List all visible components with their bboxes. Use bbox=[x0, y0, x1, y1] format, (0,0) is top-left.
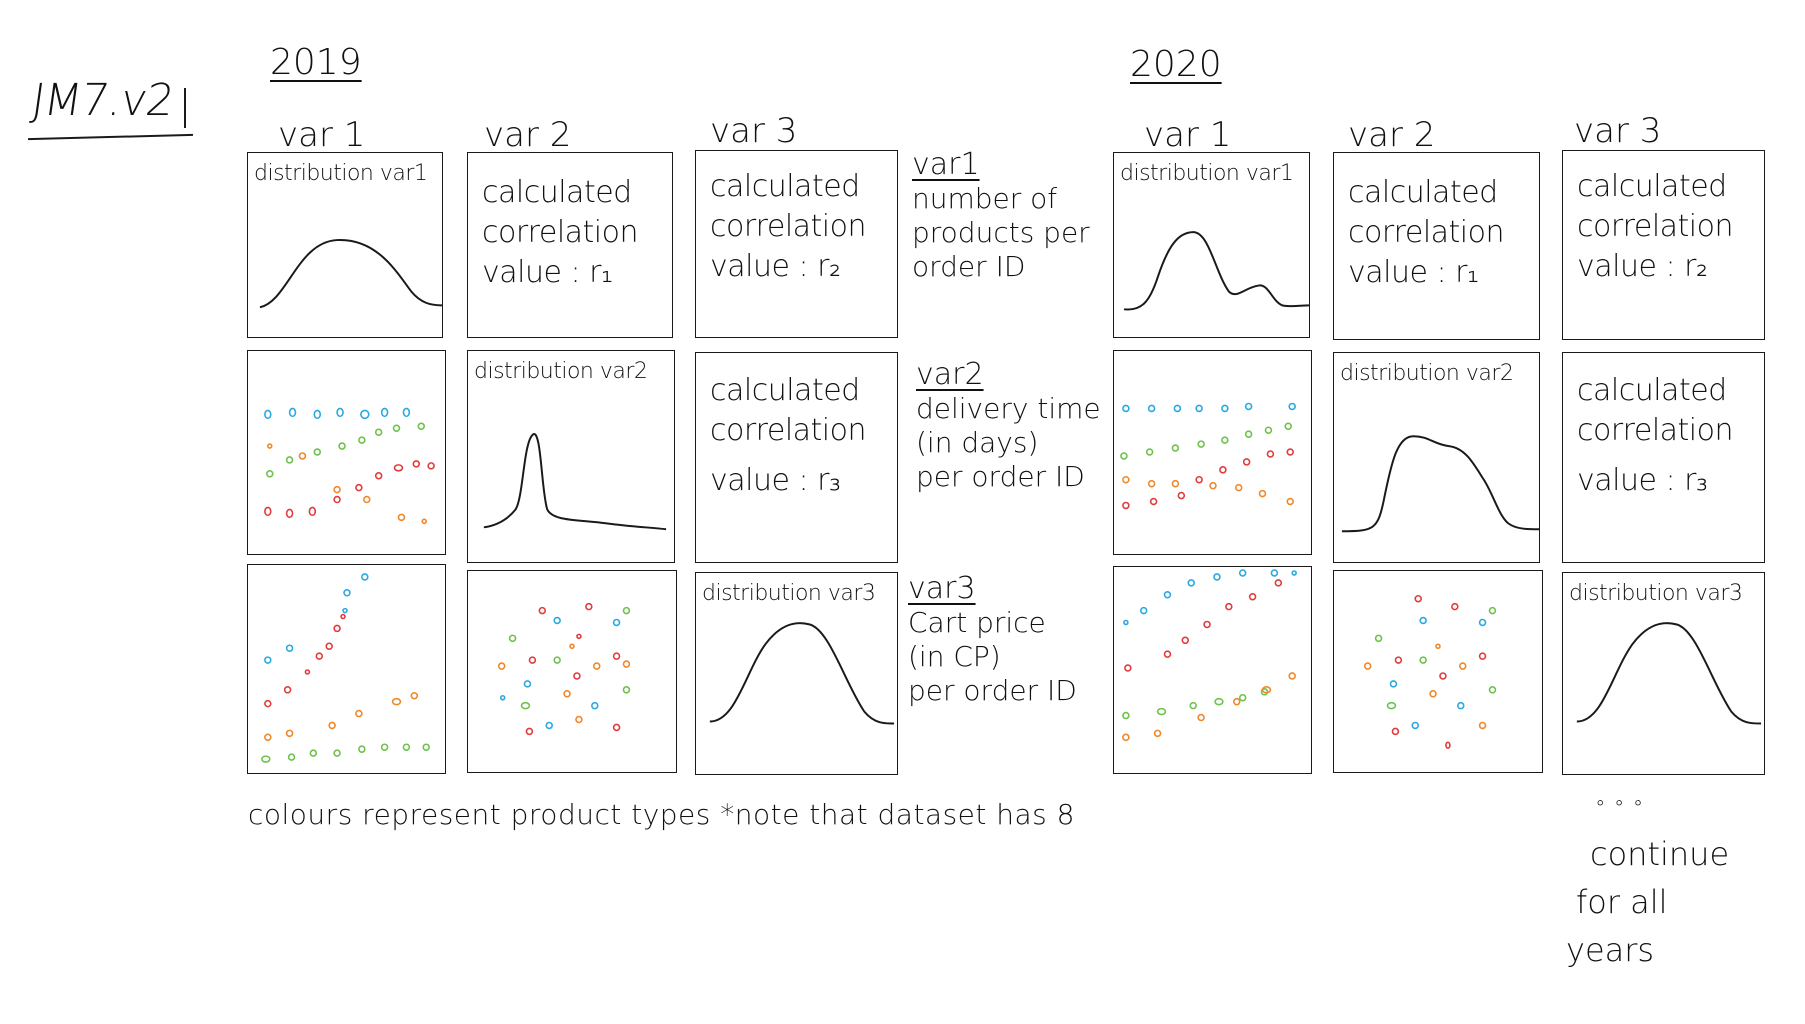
title-bar bbox=[184, 88, 186, 128]
page-title: JM7.v2 bbox=[28, 75, 177, 126]
distribution-cell-2019-var2: distribution var2 bbox=[467, 350, 675, 563]
correlation-text: calculated correlation value : r₂ bbox=[1577, 169, 1734, 284]
correlation-cell-2020-r2: calculated correlation value : r₂ bbox=[1562, 150, 1765, 340]
col-header-2020-var2: var 2 bbox=[1348, 115, 1436, 155]
scatter-plot bbox=[1363, 594, 1497, 750]
density-curve-2020-var2 bbox=[1341, 435, 1539, 533]
distribution-cell-2020-var2: distribution var2 bbox=[1333, 352, 1540, 563]
col-header-2019-var2: var 2 bbox=[484, 115, 572, 155]
correlation-text: calculated correlation value : r₂ bbox=[710, 169, 867, 284]
legend-title: var3 bbox=[908, 571, 976, 606]
year-label-2019: 2019 bbox=[270, 42, 362, 83]
density-curve-2019-var3 bbox=[709, 622, 895, 725]
correlation-cell-2019-r1: calculated correlation value : r₁ bbox=[467, 152, 673, 338]
scatter-plot bbox=[1122, 569, 1297, 742]
scatter-cell-2020-var2-var3 bbox=[1333, 570, 1543, 773]
scatter-cell-2020-var1-var3 bbox=[1113, 566, 1312, 774]
correlation-cell-2020-r3: calculated correlation value : r₃ bbox=[1562, 352, 1765, 563]
legend-title: var1 bbox=[912, 147, 980, 182]
distribution-cell-2019-var1: distribution var1 bbox=[247, 152, 443, 338]
correlation-text: calculated correlation value : r₃ bbox=[1577, 373, 1734, 498]
density-curve-2019-var1 bbox=[259, 239, 442, 309]
distribution-title: distribution var3 bbox=[702, 581, 876, 606]
scatter-plot bbox=[264, 407, 435, 525]
scatter-cell-2019-var1-var3 bbox=[247, 564, 446, 774]
scatter-cell-2019-var2-var3 bbox=[467, 570, 677, 773]
distribution-title: distribution var2 bbox=[474, 359, 648, 384]
correlation-text: calculated correlation value : r₃ bbox=[710, 373, 867, 498]
correlation-text: calculated correlation value : r₁ bbox=[482, 175, 639, 290]
density-curve-2020-var3 bbox=[1576, 622, 1762, 725]
distribution-cell-2020-var1: distribution var1 bbox=[1113, 152, 1310, 338]
legend-var3: var3 Cart price (in CP) per order ID bbox=[908, 571, 1077, 708]
col-header-2019-var1: var 1 bbox=[278, 115, 366, 155]
scatter-plot bbox=[261, 573, 430, 763]
distribution-title: distribution var1 bbox=[1120, 161, 1294, 186]
legend-var1: var1 number of products per order ID bbox=[912, 147, 1090, 284]
correlation-cell-2020-r1: calculated correlation value : r₁ bbox=[1333, 152, 1540, 340]
scatter-cell-2019-var1-var2 bbox=[247, 350, 446, 555]
density-curve-2020-var1 bbox=[1123, 231, 1309, 311]
col-header-2020-var1: var 1 bbox=[1144, 115, 1232, 155]
legend-var2: var2 delivery time (in days) per order I… bbox=[916, 357, 1101, 494]
density-curve-2019-var2 bbox=[483, 433, 667, 531]
continue-note: continue for all years bbox=[1566, 835, 1730, 969]
correlation-text: calculated correlation value : r₁ bbox=[1348, 175, 1505, 290]
correlation-cell-2019-r3: calculated correlation value : r₃ bbox=[695, 352, 898, 563]
scatter-cell-2020-var1-var2 bbox=[1113, 350, 1312, 555]
distribution-title: distribution var2 bbox=[1340, 361, 1514, 386]
year-label-2020: 2020 bbox=[1130, 44, 1222, 85]
colour-footnote: colours represent product types *note th… bbox=[248, 798, 1075, 831]
distribution-cell-2020-var3: distribution var3 bbox=[1562, 572, 1765, 775]
distribution-cell-2019-var3: distribution var3 bbox=[695, 572, 898, 775]
scatter-plot bbox=[497, 602, 631, 736]
continue-ellipsis: ∘ ∘ ∘ bbox=[1594, 790, 1645, 814]
title-underline bbox=[28, 133, 193, 141]
scatter-plot bbox=[1120, 402, 1296, 510]
correlation-cell-2019-r2: calculated correlation value : r₂ bbox=[695, 150, 898, 338]
legend-title: var2 bbox=[916, 357, 984, 392]
distribution-title: distribution var3 bbox=[1569, 581, 1743, 606]
col-header-2020-var3: var 3 bbox=[1574, 111, 1662, 151]
col-header-2019-var3: var 3 bbox=[710, 111, 798, 151]
distribution-title: distribution var1 bbox=[254, 161, 428, 186]
